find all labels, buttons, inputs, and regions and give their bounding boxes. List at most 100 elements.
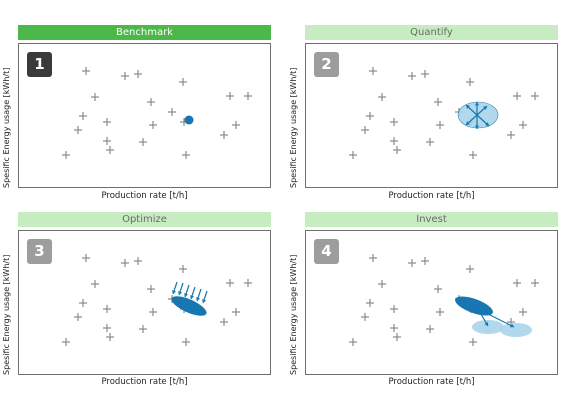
scatter-marks xyxy=(349,67,539,159)
plus-marker xyxy=(82,254,90,262)
plus-marker xyxy=(147,285,155,293)
plus-marker xyxy=(232,121,240,129)
step-number-badge: 1 xyxy=(27,52,52,77)
y-axis-label: Spesific Energy usage [kWh/t] xyxy=(2,254,11,375)
arrowhead xyxy=(484,322,489,326)
plus-marker xyxy=(519,308,527,316)
plus-marker xyxy=(182,151,190,159)
plus-marker xyxy=(149,121,157,129)
plus-marker xyxy=(62,338,70,346)
plus-marker xyxy=(434,98,442,106)
operating-ellipse xyxy=(171,296,207,316)
scatter-marks xyxy=(349,254,539,346)
panel-title: Benchmark xyxy=(18,25,271,40)
plus-marker xyxy=(121,72,129,80)
plus-marker xyxy=(226,92,234,100)
step-number-badge: 4 xyxy=(314,239,339,264)
arrow-line xyxy=(481,310,515,328)
x-axis-label: Production rate [t/h] xyxy=(101,377,188,387)
arrowhead xyxy=(510,323,514,328)
plus-marker xyxy=(91,280,99,288)
plus-marker xyxy=(366,299,374,307)
step-number-badge: 2 xyxy=(314,52,339,77)
plus-marker xyxy=(408,259,416,267)
plus-marker xyxy=(106,146,114,154)
plot-area: 2 xyxy=(305,43,558,188)
plus-marker xyxy=(369,67,377,75)
y-axis-label: Spesific Energy usage [kWh/t] xyxy=(289,67,298,188)
plus-marker xyxy=(74,126,82,134)
plus-marker xyxy=(139,325,147,333)
arrowhead xyxy=(466,105,470,109)
arrowhead xyxy=(184,293,189,297)
arrowhead xyxy=(483,106,487,110)
plus-marker xyxy=(393,146,401,154)
plus-marker xyxy=(466,265,474,273)
plus-marker xyxy=(466,78,474,86)
plus-marker xyxy=(366,112,374,120)
plus-marker xyxy=(103,118,111,126)
plus-marker xyxy=(103,137,111,145)
arrowhead xyxy=(466,121,470,125)
plus-marker xyxy=(469,151,477,159)
plus-marker xyxy=(232,308,240,316)
plus-marker xyxy=(106,333,114,341)
plus-marker xyxy=(436,308,444,316)
plus-marker xyxy=(139,138,147,146)
arrowhead xyxy=(202,299,207,303)
scatter-marks xyxy=(62,67,252,159)
plus-marker xyxy=(378,280,386,288)
panel-benchmark: Benchmark 1 Production rate [t/h] xyxy=(18,25,271,205)
plus-marker xyxy=(149,308,157,316)
plus-marker xyxy=(134,257,142,265)
x-axis-label: Production rate [t/h] xyxy=(101,191,188,201)
arrowhead xyxy=(485,122,489,126)
plus-marker xyxy=(390,118,398,126)
plus-marker xyxy=(378,93,386,101)
plus-marker xyxy=(531,279,539,287)
y-axis-label: Spesific Energy usage [kWh/t] xyxy=(289,254,298,375)
plus-marker xyxy=(421,70,429,78)
plus-marker xyxy=(361,313,369,321)
plus-marker xyxy=(369,254,377,262)
plus-marker xyxy=(103,324,111,332)
plus-marker xyxy=(349,338,357,346)
arrowhead xyxy=(190,295,195,299)
plus-marker xyxy=(179,265,187,273)
plus-marker xyxy=(469,338,477,346)
plus-marker xyxy=(436,121,444,129)
plus-marker xyxy=(426,138,434,146)
plus-marker xyxy=(361,126,369,134)
plus-marker xyxy=(226,279,234,287)
invest-region-ellipse xyxy=(472,320,504,334)
plus-marker xyxy=(421,257,429,265)
panel-title: Quantify xyxy=(305,25,558,40)
plus-marker xyxy=(390,324,398,332)
plus-marker xyxy=(426,325,434,333)
plus-marker xyxy=(531,92,539,100)
plus-marker xyxy=(134,70,142,78)
plus-marker xyxy=(79,299,87,307)
plus-marker xyxy=(244,279,252,287)
plot-area: 4 xyxy=(305,230,558,375)
panel-title: Invest xyxy=(305,212,558,227)
plus-marker xyxy=(393,333,401,341)
plus-marker xyxy=(220,131,228,139)
arrowhead xyxy=(172,290,177,294)
plus-marker xyxy=(390,137,398,145)
plus-marker xyxy=(513,92,521,100)
arrowhead xyxy=(196,297,201,301)
plus-marker xyxy=(507,131,515,139)
plus-marker xyxy=(390,305,398,313)
plus-marker xyxy=(182,338,190,346)
operating-ellipse xyxy=(455,296,493,316)
plus-marker xyxy=(408,72,416,80)
plot-area: 1 xyxy=(18,43,271,188)
plus-marker xyxy=(519,121,527,129)
plus-marker xyxy=(82,67,90,75)
plus-marker xyxy=(91,93,99,101)
panel-title: Optimize xyxy=(18,212,271,227)
plus-marker xyxy=(74,313,82,321)
arrowhead xyxy=(474,125,480,129)
y-axis-label: Spesific Energy usage [kWh/t] xyxy=(2,67,11,188)
